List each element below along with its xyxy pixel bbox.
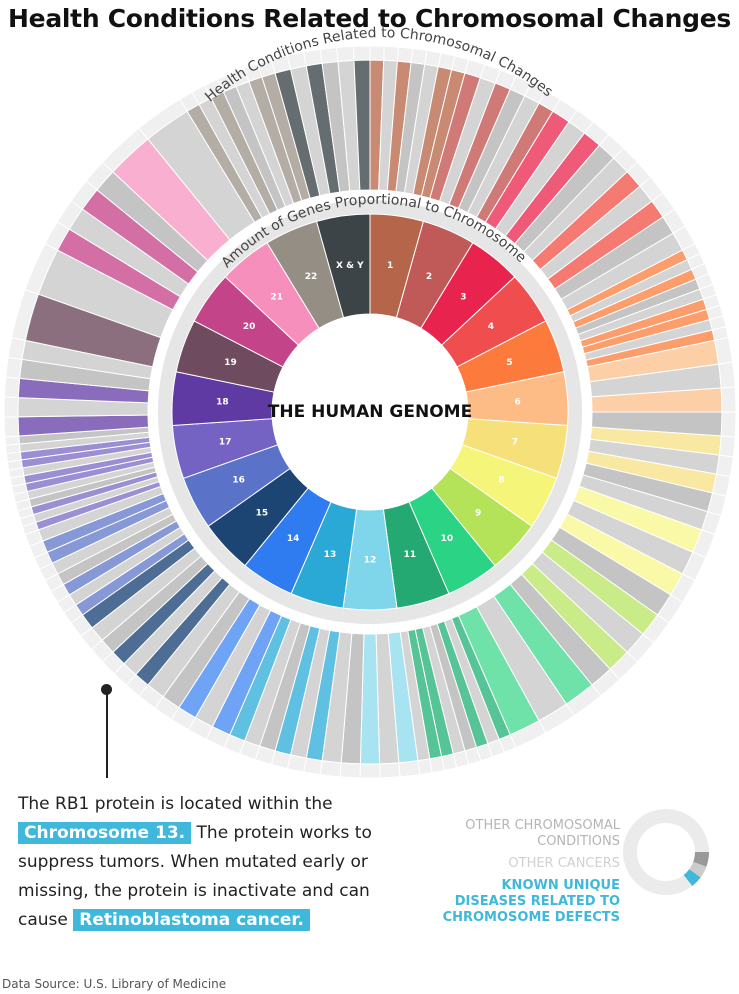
gene-ring-track: [215, 230, 268, 277]
condition-bar-tip: [3, 416, 20, 438]
chromosome-label: X & Y: [336, 261, 364, 271]
condition-bar-tip: [398, 760, 421, 778]
gene-ring-track: [158, 425, 184, 483]
chart-title: Health Conditions Related to Chromosomal…: [8, 4, 731, 33]
condition-bar-tip: [4, 435, 21, 446]
chromosome-label: 3: [460, 293, 466, 303]
condition-bar-tip: [5, 356, 23, 379]
gene-ring-track: [494, 526, 544, 577]
condition-bar-tip: [359, 763, 381, 779]
legend-unique-diseases: KNOWN UNIQUE DISEASES RELATED TO CHROMOS…: [442, 878, 620, 925]
gene-ring-track: [196, 526, 246, 577]
gene-ring-track: [259, 207, 317, 243]
chromosome-label: 21: [270, 293, 283, 303]
chromosome-label: 17: [219, 438, 232, 448]
condition-bar-tip: [336, 45, 355, 63]
condition-bar-tip: [383, 45, 400, 62]
gene-ring-track: [341, 608, 399, 624]
gene-ring-track: [514, 267, 559, 321]
chromosome-label: 10: [441, 534, 454, 544]
rb1-callout: The RB1 protein is located within the Ch…: [18, 790, 378, 935]
legend-donut: [623, 809, 709, 895]
gene-ring-track: [370, 200, 428, 222]
condition-bar-tip: [319, 760, 342, 778]
chromosome-label: 4: [488, 322, 494, 332]
condition-bar-tip: [720, 411, 737, 438]
callout-text-2: The protein works to suppress tumors. Wh…: [18, 823, 372, 930]
legend-other-conditions: OTHER CHROMOSOMAL CONDITIONS: [465, 818, 620, 849]
callout-text-1: The RB1 protein is located within the: [18, 794, 333, 814]
condition-bar-tip: [7, 336, 26, 360]
chromosome-label: 12: [364, 556, 377, 566]
center-hole: [272, 314, 468, 510]
condition-bar-tip: [718, 361, 736, 389]
outer-ring: [3, 45, 737, 779]
highlight-retinoblastoma: Retinoblastoma cancer.: [73, 909, 310, 931]
condition-bar-tip: [319, 46, 339, 64]
chromosome-label: 22: [305, 272, 318, 282]
chromosome-label: 13: [324, 550, 337, 560]
chromosome-label: 1: [387, 261, 393, 271]
gene-ring-track: [312, 200, 370, 222]
highlight-chromosome-13: Chromosome 13.: [18, 822, 192, 844]
gene-ring-track: [285, 593, 344, 623]
condition-bar-tip: [3, 376, 21, 399]
chromosome-label: 8: [498, 476, 504, 486]
condition-bar-tip: [715, 454, 734, 478]
condition-bar-tip: [720, 386, 737, 413]
chromosome-label: 6: [515, 397, 521, 407]
condition-bar-tip: [352, 45, 371, 61]
chromosome-label: 9: [475, 509, 481, 519]
condition-bar-tip: [718, 435, 736, 458]
chromosome-label: 14: [287, 534, 300, 544]
callout-pointer-line: [106, 690, 108, 778]
chromosome-label: 16: [232, 476, 245, 486]
chromosome-label: 11: [404, 550, 417, 560]
gene-ring-track: [236, 565, 292, 607]
condition-bar-tip: [379, 762, 401, 779]
gene-ring-track: [423, 207, 481, 243]
chromosome-label: 7: [512, 438, 518, 448]
legend: OTHER CHROMOSOMAL CONDITIONS OTHER CANCE…: [420, 818, 720, 928]
condition-bar-tip: [339, 762, 361, 779]
chromosome-label: 18: [216, 397, 229, 407]
gene-ring-track: [170, 478, 209, 535]
condition-bar-tip: [410, 47, 428, 65]
condition-bar-tip: [396, 46, 414, 63]
data-source: Data Source: U.S. Library of Medicine: [2, 977, 227, 991]
chromosome-label: 19: [224, 358, 237, 368]
chromosome-label: 15: [256, 509, 269, 519]
gene-ring-track: [556, 425, 582, 483]
callout-pointer-dot: [101, 684, 112, 695]
gene-ring-track: [396, 593, 455, 623]
condition-bar-tip: [369, 45, 385, 61]
center-label: THE HUMAN GENOME: [268, 402, 472, 422]
gene-ring-track: [162, 314, 195, 372]
chromosome-label: 2: [426, 272, 432, 282]
condition-bar-tip: [303, 757, 323, 776]
gene-ring-track: [448, 565, 504, 607]
gene-ring-track: [181, 267, 226, 321]
gene-ring-track: [545, 314, 578, 372]
legend-other-cancers: OTHER CANCERS: [508, 856, 620, 871]
chromosome-label: 20: [243, 322, 256, 332]
condition-bar-tip: [3, 396, 19, 418]
condition-bar-tip: [417, 758, 433, 776]
gene-ring-track: [472, 230, 525, 277]
gene-ring-track: [531, 478, 570, 535]
chromosome-label: 5: [506, 358, 512, 368]
